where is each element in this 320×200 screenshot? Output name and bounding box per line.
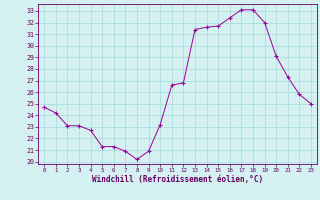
- X-axis label: Windchill (Refroidissement éolien,°C): Windchill (Refroidissement éolien,°C): [92, 175, 263, 184]
